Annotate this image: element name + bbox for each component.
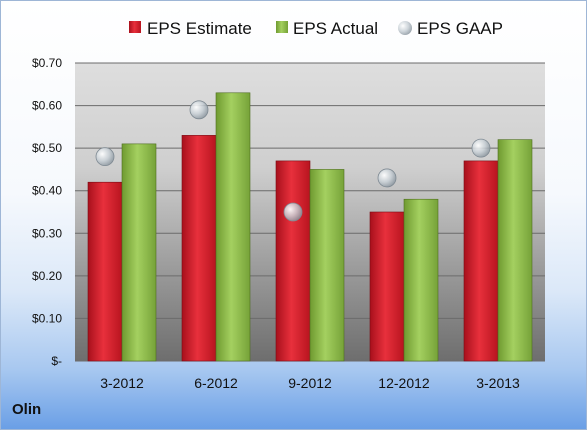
y-tick-label: $0.70 — [32, 56, 62, 70]
marker-eps-gaap — [471, 138, 491, 158]
x-category-label: 6-2012 — [194, 375, 238, 391]
bar-eps-actual — [215, 92, 251, 362]
marker-eps-gaap — [377, 168, 397, 188]
legend-swatch-estimate — [129, 21, 141, 33]
y-axis: $- $0.10 $0.20 $0.30 $0.40 $0.50 $0.60 $0.70 — [32, 56, 62, 368]
gaap-markers — [95, 100, 491, 222]
y-tick-label: $0.30 — [32, 226, 62, 240]
bar-eps-actual — [121, 143, 157, 362]
bar-eps-actual — [403, 198, 439, 362]
x-axis: 3-2012 6-2012 9-2012 12-2012 3-2013 — [100, 375, 520, 391]
bar-eps-estimate — [181, 135, 217, 362]
legend-label-actual: EPS Actual — [293, 19, 378, 38]
legend-label-gaap: EPS GAAP — [417, 19, 503, 38]
y-tick-label: $0.10 — [32, 311, 62, 325]
legend-swatch-actual — [276, 21, 288, 33]
x-category-label: 3-2013 — [476, 375, 520, 391]
marker-eps-gaap — [95, 147, 115, 167]
marker-eps-gaap — [283, 202, 303, 222]
bar-eps-estimate — [369, 211, 405, 362]
marker-eps-gaap — [189, 100, 209, 120]
bar-eps-estimate — [87, 181, 123, 362]
legend-marker-gaap — [398, 21, 412, 35]
bar-eps-estimate — [463, 160, 499, 362]
bar-eps-actual — [497, 139, 533, 362]
y-tick-label: $- — [51, 354, 62, 368]
company-name: Olin — [12, 401, 42, 418]
x-category-label: 12-2012 — [378, 375, 430, 391]
bar-eps-actual — [309, 169, 345, 362]
y-tick-label: $0.60 — [32, 99, 62, 113]
legend: EPS Estimate EPS Actual EPS GAAP — [129, 19, 503, 38]
y-tick-label: $0.20 — [32, 269, 62, 283]
x-category-label: 9-2012 — [288, 375, 332, 391]
legend-label-estimate: EPS Estimate — [147, 19, 252, 38]
x-category-label: 3-2012 — [100, 375, 144, 391]
y-tick-label: $0.50 — [32, 141, 62, 155]
bar-eps-estimate — [275, 160, 311, 362]
y-tick-label: $0.40 — [32, 184, 62, 198]
bars — [87, 92, 533, 362]
